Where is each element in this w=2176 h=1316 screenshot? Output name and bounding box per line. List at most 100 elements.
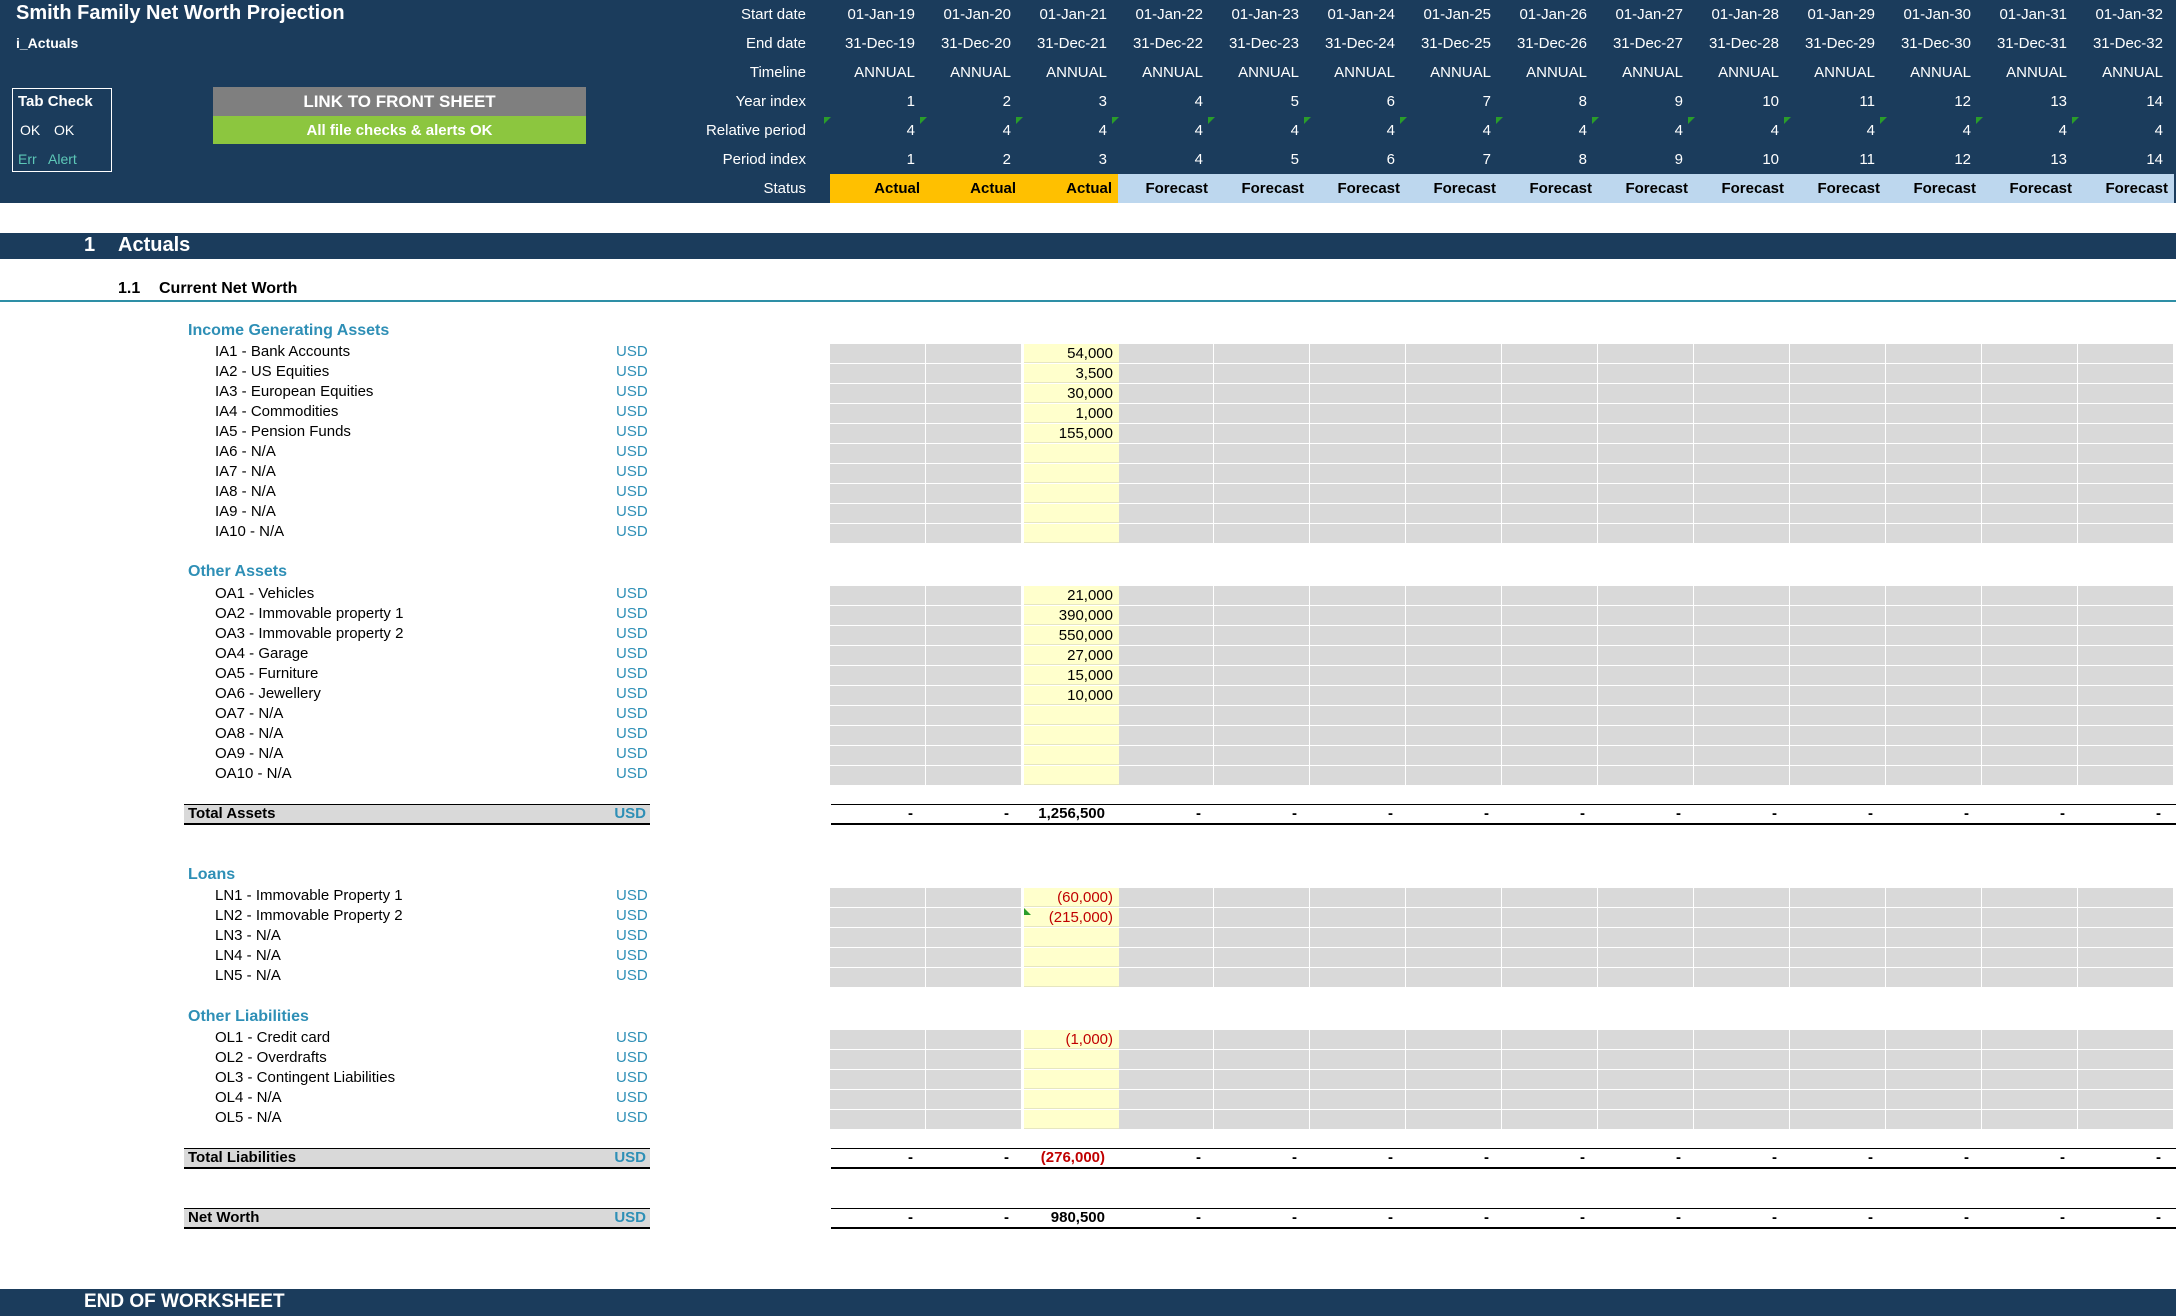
grid-cell [2078,404,2174,424]
input-cell[interactable] [1024,1050,1119,1069]
grid-cell [830,766,926,786]
grid-cell [2078,504,2174,524]
grid-cell [1310,968,1406,988]
input-cell[interactable] [1024,746,1119,765]
grid-cell [1214,1110,1310,1130]
input-cell[interactable]: 30,000 [1024,384,1119,403]
hdr-start-14: 01-Jan-32 [2095,6,2163,23]
hdr-period-index-13: 13 [2050,151,2067,168]
grid-cell [2078,524,2174,544]
grid-cell [2078,948,2174,968]
input-cell[interactable] [1024,726,1119,745]
sheet-name: i_Actuals [16,35,79,51]
input-cell[interactable]: (60,000) [1024,888,1119,907]
link-to-front-sheet-button[interactable]: LINK TO FRONT SHEET [213,87,586,116]
grid-cell [2078,888,2174,908]
grid-cell [1406,1110,1502,1130]
grid-cell [1694,646,1790,666]
input-cell[interactable]: 155,000 [1024,424,1119,443]
input-cell[interactable] [1024,444,1119,463]
grid-cell [830,464,926,484]
input-cell[interactable] [1024,504,1119,523]
grid-cell [1118,586,1214,606]
grid-cell [1406,384,1502,404]
input-cell[interactable]: 3,500 [1024,364,1119,383]
grid-cell [1790,686,1886,706]
grid-cell [1214,666,1310,686]
input-cell[interactable]: 27,000 [1024,646,1119,665]
total-liabilities-label-box: Total Liabilities USD [184,1148,650,1169]
input-cell[interactable] [1024,484,1119,503]
grid-cell [1598,344,1694,364]
grid-cell [926,888,1022,908]
input-cell[interactable]: 1,000 [1024,404,1119,423]
grid-cell [1982,888,2078,908]
hdr-relative-period-6: 4 [1386,122,1395,139]
input-cell[interactable]: (1,000) [1024,1030,1119,1049]
input-cell[interactable]: 15,000 [1024,666,1119,685]
input-cell[interactable]: 390,000 [1024,606,1119,625]
grid-cell [1502,706,1598,726]
grid-cell [1406,444,1502,464]
input-cell[interactable]: 10,000 [1024,686,1119,705]
grid-cell [1694,1110,1790,1130]
grid-cell [926,746,1022,766]
grid-cell [1406,646,1502,666]
hdr-start-2: 01-Jan-20 [943,6,1011,23]
grid-cell [1598,464,1694,484]
unit-label: USD [616,1089,648,1106]
input-cell[interactable]: 21,000 [1024,586,1119,605]
input-cell[interactable]: 54,000 [1024,344,1119,363]
grid-cell [1982,666,2078,686]
hdr-period-index-12: 12 [1954,151,1971,168]
other-liabilities-title: Other Liabilities [188,1008,309,1025]
input-cell[interactable]: 550,000 [1024,626,1119,645]
row-label: OA10 - N/A [215,765,292,782]
input-cell[interactable] [1024,1110,1119,1129]
grid-cell [1694,626,1790,646]
net-worth-value: - [1868,1209,1873,1226]
grid-cell [1310,444,1406,464]
grid-cell [1598,1030,1694,1050]
unit-label: USD [616,343,648,360]
grid-cell [1214,364,1310,384]
grid-cell [1694,504,1790,524]
input-cell[interactable] [1024,928,1119,947]
input-cell[interactable] [1024,464,1119,483]
grid-cell [1694,606,1790,626]
grid-cell [1694,746,1790,766]
total-liabilities-value: (276,000) [1040,1149,1105,1166]
grid-cell [2078,746,2174,766]
grid-cell [926,424,1022,444]
grid-cell [1694,766,1790,786]
status-label: Status [763,180,806,197]
unit-label: USD [616,745,648,762]
tab-check-box: Tab Check OK OK Err Alert [12,88,112,172]
input-cell[interactable] [1024,1070,1119,1089]
grid-cell [1214,424,1310,444]
hdr-end-3: 31-Dec-21 [1036,35,1107,52]
unit-label: USD [616,625,648,642]
grid-cell [830,706,926,726]
input-cell[interactable] [1024,968,1119,987]
hdr-year-index-11: 11 [1859,93,1875,110]
status-cell-7: Forecast [1406,174,1502,203]
input-cell[interactable]: (215,000) [1024,908,1119,927]
grid-cell [1310,364,1406,384]
grid-cell [1790,766,1886,786]
input-cell[interactable] [1024,524,1119,543]
grid-cell [1598,746,1694,766]
input-cell[interactable] [1024,766,1119,785]
relative-period-label: Relative period [705,122,806,139]
input-cell[interactable] [1024,1090,1119,1109]
input-cell[interactable] [1024,948,1119,967]
grid-cell [1982,586,2078,606]
grid-cell [1502,364,1598,384]
grid-cell [1982,1030,2078,1050]
input-cell[interactable] [1024,706,1119,725]
comment-flag-icon [1024,908,1031,915]
grid-cell [1310,424,1406,444]
grid-cell [1214,686,1310,706]
grid-cell [1886,1110,1982,1130]
grid-cell [926,1110,1022,1130]
